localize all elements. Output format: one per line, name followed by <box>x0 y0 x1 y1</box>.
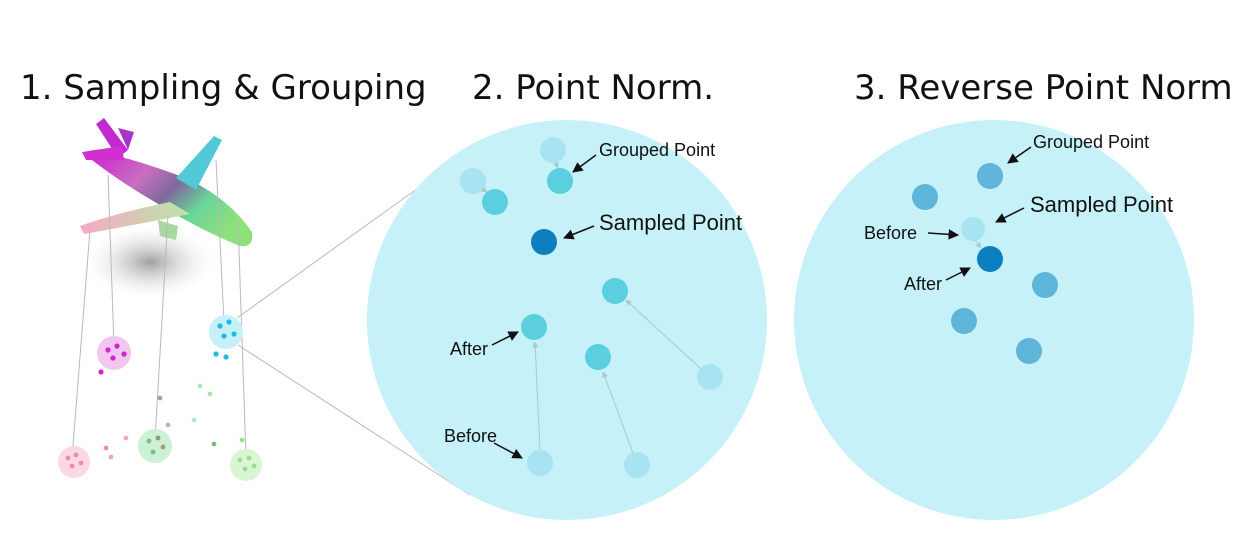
reverse-grouped-points <box>912 163 1058 364</box>
panel-3-title: 3. Reverse Point Norm. <box>854 68 1233 108</box>
sampled-point-after <box>977 246 1003 272</box>
point-norm-region <box>367 120 767 520</box>
points-before <box>460 137 723 478</box>
panel-1-title: 1. Sampling & Grouping <box>20 68 427 108</box>
sampled-point-label: Sampled Point <box>599 210 742 235</box>
reverse-before-label: Before <box>864 223 917 243</box>
after-label: After <box>450 339 488 359</box>
reverse-sampled-point-label: Sampled Point <box>1030 192 1173 217</box>
grouped-point-label: Grouped Point <box>599 140 715 160</box>
label-arrows <box>491 154 597 459</box>
normalization-arrows <box>477 159 701 454</box>
point-groups <box>58 315 262 481</box>
sampled-point <box>531 229 557 255</box>
before-label: Before <box>444 426 497 446</box>
sampled-point-before <box>961 217 985 241</box>
point-norm-panel: Grouped Point Sampled Point After Before <box>367 120 767 520</box>
reverse-grouped-point-label: Grouped Point <box>1033 132 1149 152</box>
panel-2-title: 2. Point Norm. <box>472 68 715 108</box>
reverse-after-label: After <box>904 274 942 294</box>
reverse-norm-region <box>794 120 1194 520</box>
airplane-illustration <box>80 118 253 302</box>
grouped-points-after <box>482 168 628 370</box>
reverse-point-norm-panel: Grouped Point Sampled Point Before After <box>794 120 1194 520</box>
